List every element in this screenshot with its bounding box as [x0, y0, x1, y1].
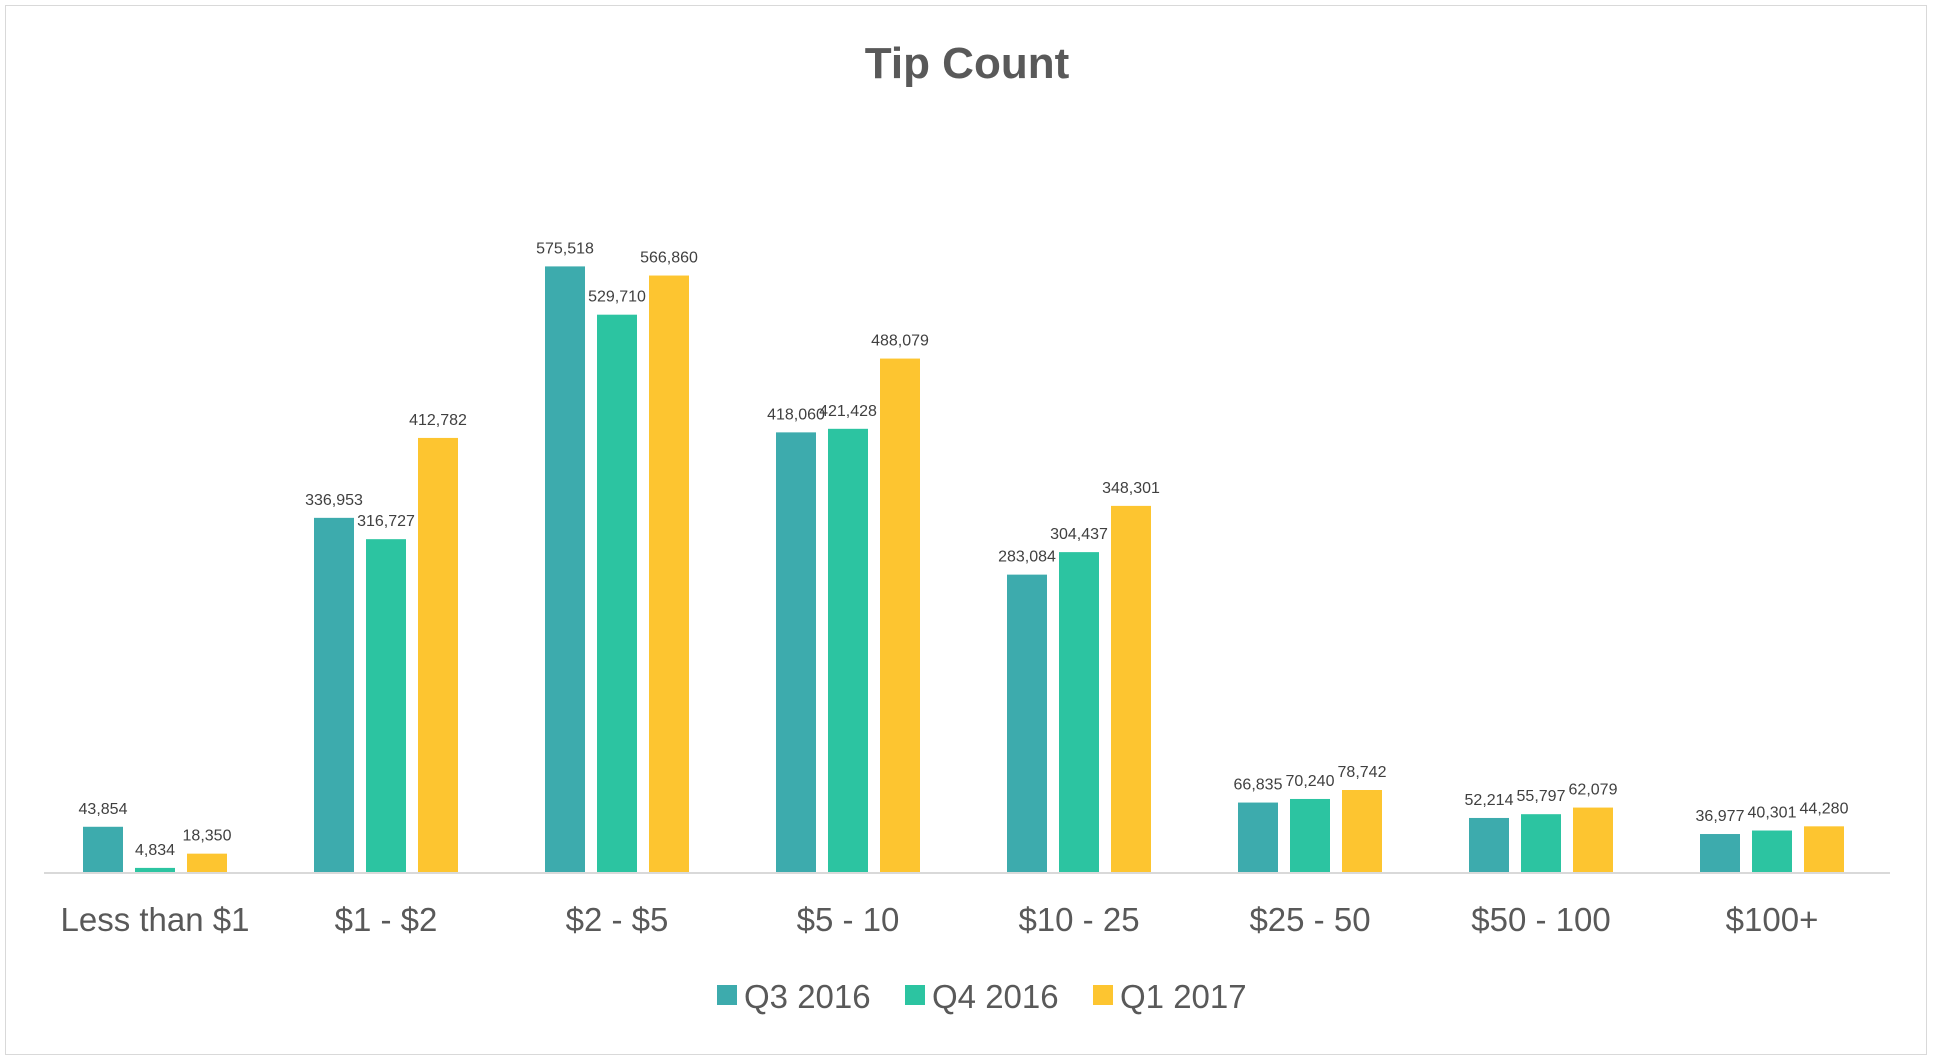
data-label-q1-2017-50-100: 62,079	[1569, 782, 1618, 799]
category-label-50-100: $50 - 100	[1471, 901, 1610, 938]
data-label-q1-2017-100: 44,280	[1800, 800, 1849, 817]
bar-q1-2017-2-5	[649, 275, 689, 874]
data-label-q4-2016-100: 40,301	[1748, 805, 1797, 822]
category-label-2-5: $2 - $5	[566, 901, 669, 938]
bar-q4-2016-10-25	[1059, 552, 1099, 873]
category-label-less-than-1: Less than $1	[61, 901, 250, 938]
data-label-q3-2016-5-10: 418,060	[767, 406, 825, 423]
data-label-q3-2016-10-25: 283,084	[998, 549, 1056, 566]
legend-label-q4-2016: Q4 2016	[932, 978, 1059, 1015]
bar-q1-2017-10-25	[1111, 505, 1151, 873]
data-label-q3-2016-50-100: 52,214	[1465, 792, 1514, 809]
data-label-q3-2016-25-50: 66,835	[1234, 777, 1283, 794]
bar-q1-2017-100	[1804, 826, 1844, 873]
bar-q3-2016-5-10	[776, 432, 816, 873]
bar-q3-2016-10-25	[1007, 574, 1047, 873]
bars-group	[83, 266, 1844, 874]
bar-q4-2016-less-than-1	[135, 867, 175, 873]
bar-q3-2016-2-5	[545, 266, 585, 873]
legend: Q3 2016 Q4 2016 Q1 2017	[717, 978, 1247, 1015]
bar-q4-2016-100	[1752, 830, 1792, 873]
bar-q3-2016-100	[1700, 834, 1740, 873]
bar-q4-2016-1-2	[366, 539, 406, 873]
data-label-q4-2016-10-25: 304,437	[1050, 526, 1108, 543]
category-labels-group: Less than $1 $1 - $2 $2 - $5 $5 - 10 $10 - 2…	[61, 901, 1819, 938]
data-labels-group: 43,854 4,834 18,350 336,953 316,727 412,782 57…	[79, 240, 1849, 859]
data-label-q4-2016-5-10: 421,428	[819, 403, 877, 420]
bar-q4-2016-2-5	[597, 314, 637, 873]
data-label-q3-2016-1-2: 336,953	[305, 492, 363, 509]
category-label-10-25: $10 - 25	[1018, 901, 1139, 938]
data-label-q1-2017-5-10: 488,079	[871, 333, 929, 350]
bar-q1-2017-less-than-1	[187, 853, 227, 873]
data-label-q1-2017-10-25: 348,301	[1102, 480, 1160, 497]
bar-q1-2017-25-50	[1342, 790, 1382, 873]
category-label-1-2: $1 - $2	[335, 901, 438, 938]
legend-swatch-q1-2017	[1093, 985, 1113, 1005]
bar-q4-2016-25-50	[1290, 798, 1330, 873]
bar-q1-2017-50-100	[1573, 807, 1613, 873]
category-label-100: $100+	[1726, 901, 1819, 938]
bar-q1-2017-5-10	[880, 358, 920, 874]
bar-q4-2016-50-100	[1521, 814, 1561, 873]
data-label-q1-2017-1-2: 412,782	[409, 412, 467, 429]
data-label-q4-2016-less-than-1: 4,834	[135, 842, 175, 859]
data-label-q4-2016-25-50: 70,240	[1286, 773, 1335, 790]
data-label-q3-2016-less-than-1: 43,854	[79, 801, 128, 818]
data-label-q1-2017-2-5: 566,860	[640, 250, 698, 267]
data-label-q4-2016-50-100: 55,797	[1517, 788, 1566, 805]
bar-q3-2016-1-2	[314, 517, 354, 873]
data-label-q1-2017-less-than-1: 18,350	[183, 828, 232, 845]
category-label-25-50: $25 - 50	[1249, 901, 1370, 938]
legend-label-q1-2017: Q1 2017	[1120, 978, 1247, 1015]
legend-swatch-q4-2016	[905, 985, 925, 1005]
bar-q4-2016-5-10	[828, 428, 868, 873]
bar-q3-2016-25-50	[1238, 802, 1278, 873]
data-label-q1-2017-25-50: 78,742	[1338, 764, 1387, 781]
data-label-q4-2016-2-5: 529,710	[588, 289, 646, 306]
data-label-q3-2016-2-5: 575,518	[536, 240, 594, 257]
data-label-q4-2016-1-2: 316,727	[357, 513, 415, 530]
bar-q3-2016-50-100	[1469, 817, 1509, 873]
legend-label-q3-2016: Q3 2016	[744, 978, 871, 1015]
chart-title: Tip Count	[865, 39, 1070, 88]
legend-swatch-q3-2016	[717, 985, 737, 1005]
bar-q1-2017-1-2	[418, 437, 458, 873]
bar-q3-2016-less-than-1	[83, 826, 123, 873]
data-label-q3-2016-100: 36,977	[1696, 808, 1745, 825]
category-label-5-10: $5 - 10	[797, 901, 900, 938]
